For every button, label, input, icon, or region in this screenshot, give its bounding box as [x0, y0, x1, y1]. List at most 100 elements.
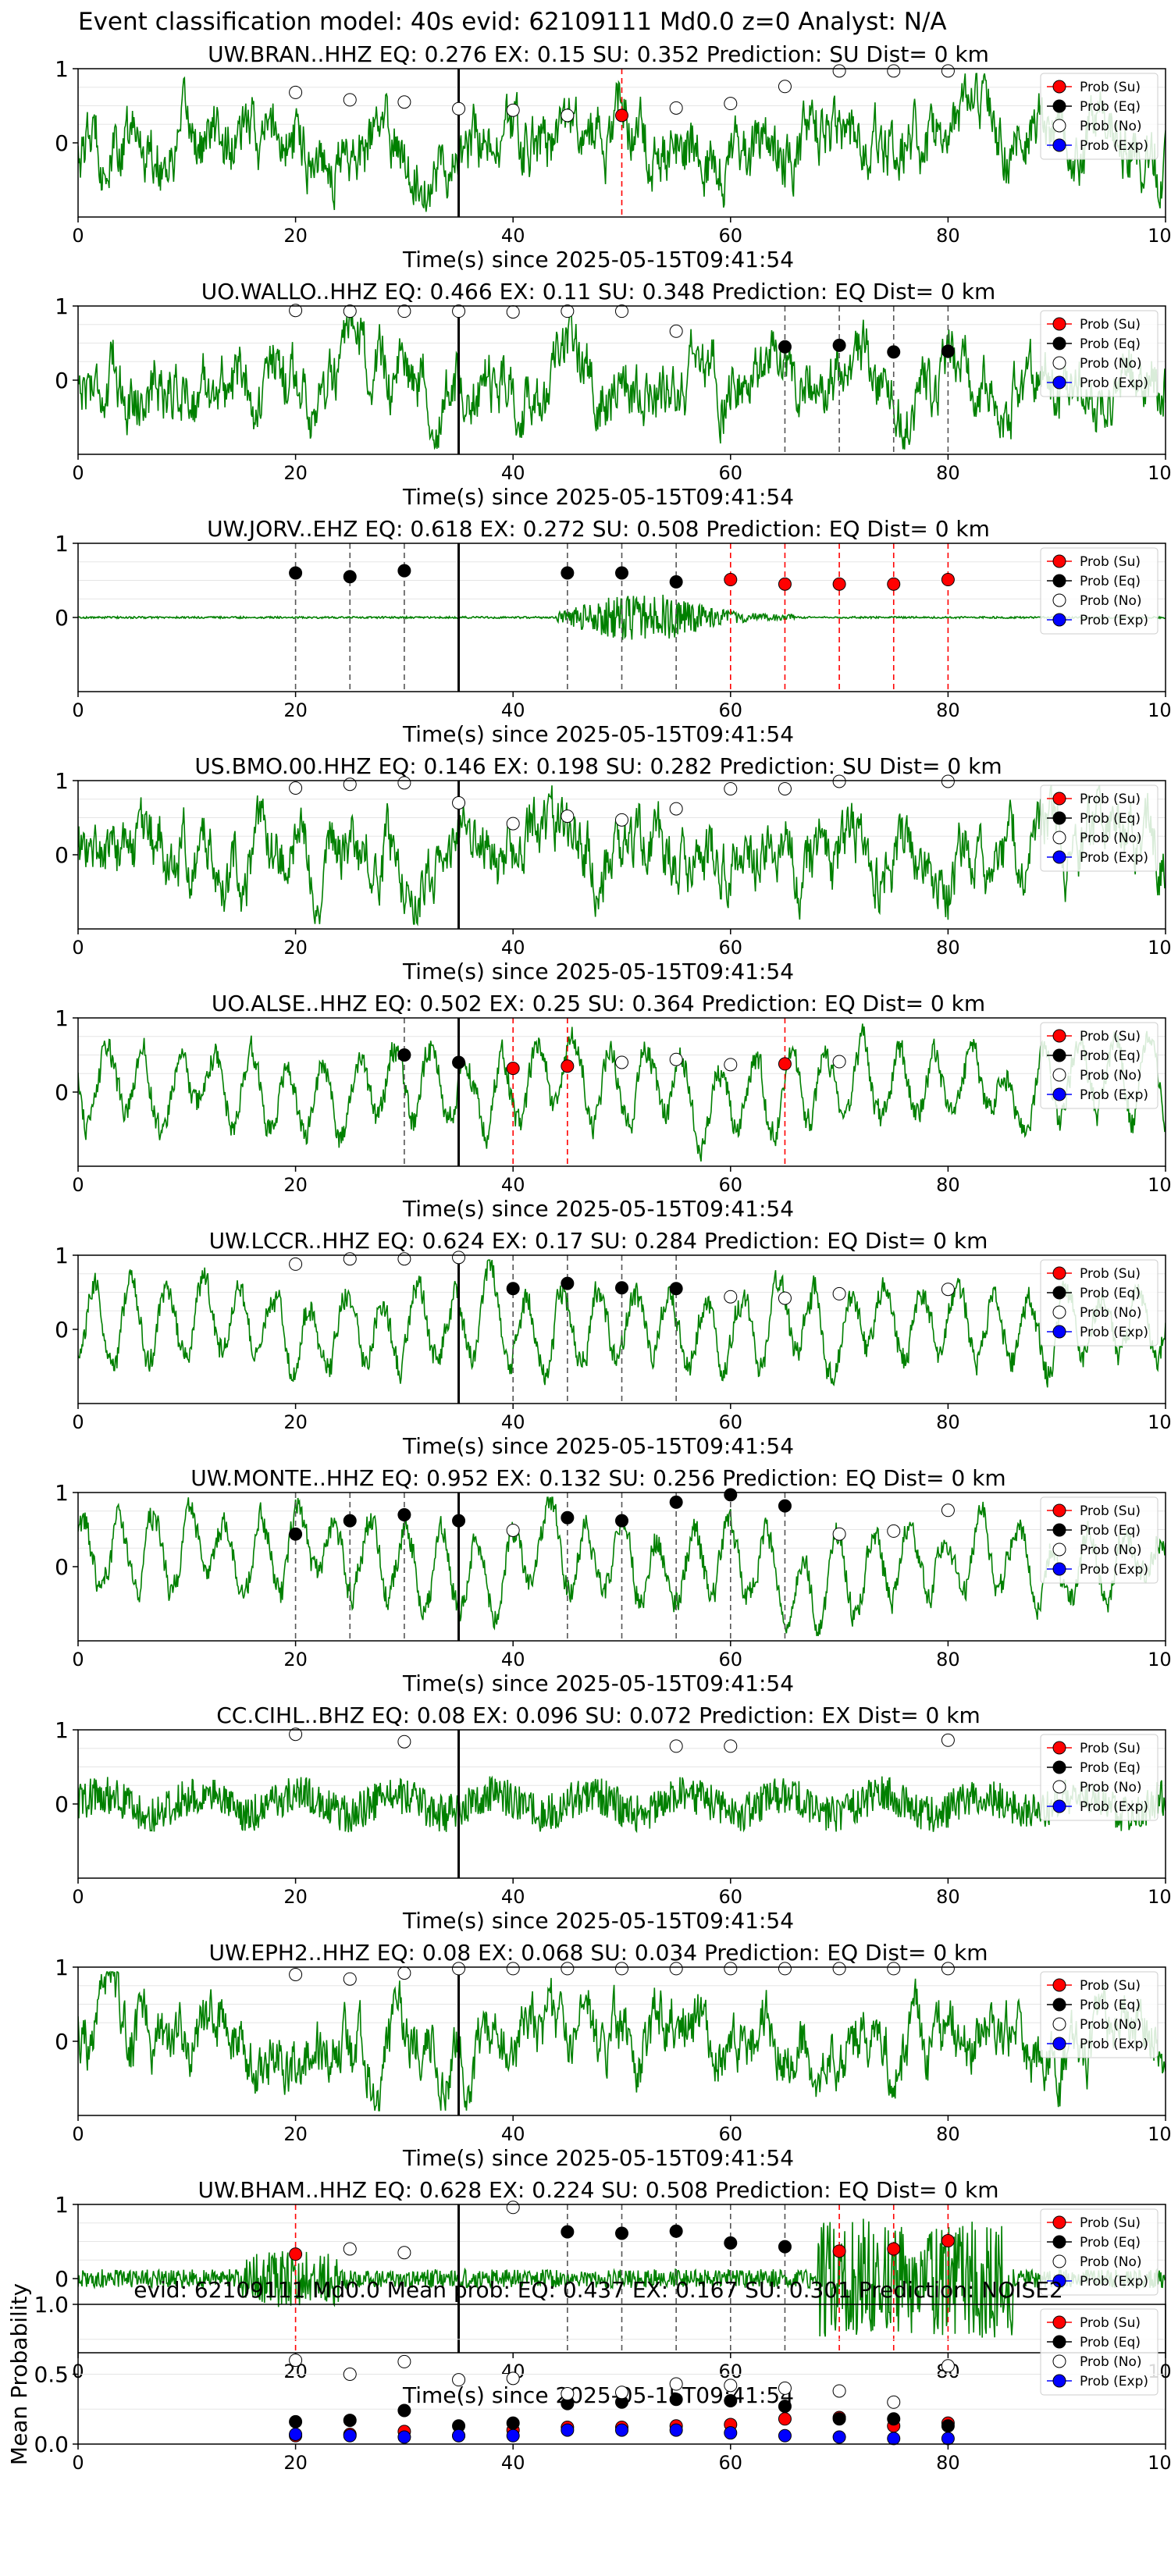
- legend-box: [1040, 1496, 1159, 1584]
- prob-marker-no: [724, 781, 738, 795]
- prob-marker-no: [343, 304, 357, 318]
- x-tick-label: 20: [283, 225, 308, 247]
- legend-marker-su: [1052, 2215, 1066, 2229]
- legend-label-eq: Prob (Eq): [1080, 99, 1141, 115]
- legend-label-no: Prob (No): [1080, 356, 1142, 372]
- legend-label-no: Prob (No): [1080, 1780, 1142, 1795]
- y-tick-label: 0: [55, 842, 69, 868]
- prob-marker-no: [452, 101, 466, 116]
- mean-prob-marker-no: [343, 2368, 357, 2381]
- prob-marker-no: [832, 1055, 846, 1069]
- x-axis-label: Time(s) since 2025-05-15T09:41:54: [402, 247, 794, 272]
- prob-marker-no: [343, 1252, 357, 1266]
- mean-prob-marker-exp: [452, 2428, 466, 2443]
- prob-marker-no: [941, 1503, 955, 1517]
- prob-marker-no: [343, 93, 357, 107]
- prob-marker-eq: [615, 1514, 628, 1528]
- prob-marker-eq: [561, 566, 575, 580]
- y-tick-label: 1: [55, 294, 69, 319]
- x-tick-label: 80: [936, 225, 960, 247]
- prob-marker-no: [506, 2201, 520, 2215]
- prob-marker-no: [941, 64, 955, 78]
- prob-marker-no: [561, 109, 575, 123]
- legend-marker-eq: [1052, 1760, 1066, 1774]
- prob-marker-su: [941, 573, 955, 587]
- x-tick-label: 80: [936, 1174, 960, 1196]
- mean-prob-marker-exp: [615, 2423, 628, 2437]
- mean-prob-marker-exp: [506, 2428, 520, 2443]
- prob-marker-no: [941, 1733, 955, 1747]
- mean-prob-marker-no: [832, 2384, 846, 2398]
- mean-prob-marker-exp: [887, 2432, 901, 2446]
- mean-prob-marker-no: [452, 2373, 466, 2387]
- y-tick-label: 0.0: [34, 2432, 69, 2457]
- prob-marker-eq: [452, 1514, 466, 1528]
- y-tick-label: 1: [55, 56, 69, 82]
- legend-label-no: Prob (No): [1080, 119, 1142, 134]
- prob-marker-no: [452, 1962, 466, 1976]
- x-tick-label: 100: [1148, 1886, 1171, 1908]
- legend-marker-exp: [1052, 1562, 1066, 1576]
- legend-box: [1040, 1259, 1159, 1347]
- x-tick-label: 80: [936, 2123, 960, 2145]
- prob-marker-no: [887, 64, 901, 78]
- legend-label-eq: Prob (Eq): [1080, 1048, 1141, 1064]
- legend-marker-no: [1052, 2017, 1066, 2031]
- prob-marker-no: [289, 304, 303, 318]
- prob-marker-no: [397, 2246, 411, 2260]
- prob-marker-no: [452, 1251, 466, 1265]
- legend-box: [1040, 1971, 1159, 2058]
- prob-marker-no: [506, 103, 520, 117]
- prob-marker-su: [832, 577, 846, 591]
- prob-marker-no: [669, 101, 683, 115]
- legend-marker-eq: [1052, 1998, 1066, 2012]
- legend-label-exp: Prob (Exp): [1080, 2374, 1148, 2389]
- prob-marker-eq: [343, 570, 357, 584]
- prob-marker-no: [615, 304, 628, 318]
- chart-panel-8: CC.CIHL..BHZ EQ: 0.08 EX: 0.096 SU: 0.07…: [55, 1703, 1171, 1934]
- prob-marker-no: [397, 1735, 411, 1749]
- prob-marker-eq: [778, 340, 792, 354]
- x-tick-label: 100: [1148, 2123, 1171, 2145]
- prob-marker-no: [289, 781, 303, 795]
- mean-prob-marker-no: [561, 2387, 575, 2401]
- prob-marker-eq: [397, 1508, 411, 1521]
- prob-marker-no: [343, 777, 357, 792]
- legend-label-exp: Prob (Exp): [1080, 1325, 1148, 1340]
- y-tick-label: 1: [55, 1717, 69, 1743]
- y-tick-label: 0: [55, 2266, 69, 2292]
- x-tick-label: 60: [719, 1649, 743, 1670]
- legend-label-eq: Prob (Eq): [1080, 1760, 1141, 1776]
- panel-title: UW.BHAM..HHZ EQ: 0.628 EX: 0.224 SU: 0.5…: [198, 2177, 998, 2203]
- legend: Prob (Su) Prob (Eq) Prob (No) Prob (Exp): [1040, 1971, 1159, 2058]
- x-axis-label: Time(s) since 2025-05-15T09:41:54: [402, 1908, 794, 1934]
- x-axis-label: Time(s) since 2025-05-15T09:41:54: [402, 1433, 794, 1459]
- legend-label-no: Prob (No): [1080, 1542, 1142, 1558]
- legend-label-eq: Prob (Eq): [1080, 336, 1141, 352]
- x-tick-label: 40: [501, 225, 525, 247]
- legend-marker-su: [1052, 2315, 1066, 2329]
- mean-prob-marker-eq: [778, 2400, 792, 2414]
- mean-prob-marker-eq: [832, 2412, 846, 2426]
- legend-label-exp: Prob (Exp): [1080, 613, 1148, 628]
- y-tick-label: 1: [55, 531, 69, 557]
- x-tick-label: 100: [1148, 462, 1171, 484]
- legend-marker-eq: [1052, 2335, 1066, 2349]
- prob-marker-no: [561, 304, 575, 318]
- legend-label-exp: Prob (Exp): [1080, 2037, 1148, 2052]
- legend-marker-eq: [1052, 336, 1066, 350]
- legend-label-exp: Prob (Exp): [1080, 375, 1148, 391]
- legend-marker-no: [1052, 831, 1066, 845]
- prob-marker-no: [615, 1962, 628, 1976]
- legend-marker-no: [1052, 119, 1066, 133]
- legend-marker-su: [1052, 1741, 1066, 1755]
- mean-prob-marker-exp: [832, 2430, 846, 2444]
- legend-label-su: Prob (Su): [1080, 1741, 1141, 1756]
- y-tick-label: 0: [55, 368, 69, 393]
- chart-panel-2: UO.WALLO..HHZ EQ: 0.466 EX: 0.11 SU: 0.3…: [55, 279, 1171, 510]
- x-tick-label: 60: [719, 462, 743, 484]
- x-tick-label: 20: [283, 2123, 308, 2145]
- x-tick-label: 80: [936, 699, 960, 721]
- legend-marker-exp: [1052, 2274, 1066, 2288]
- prob-marker-eq: [887, 345, 901, 359]
